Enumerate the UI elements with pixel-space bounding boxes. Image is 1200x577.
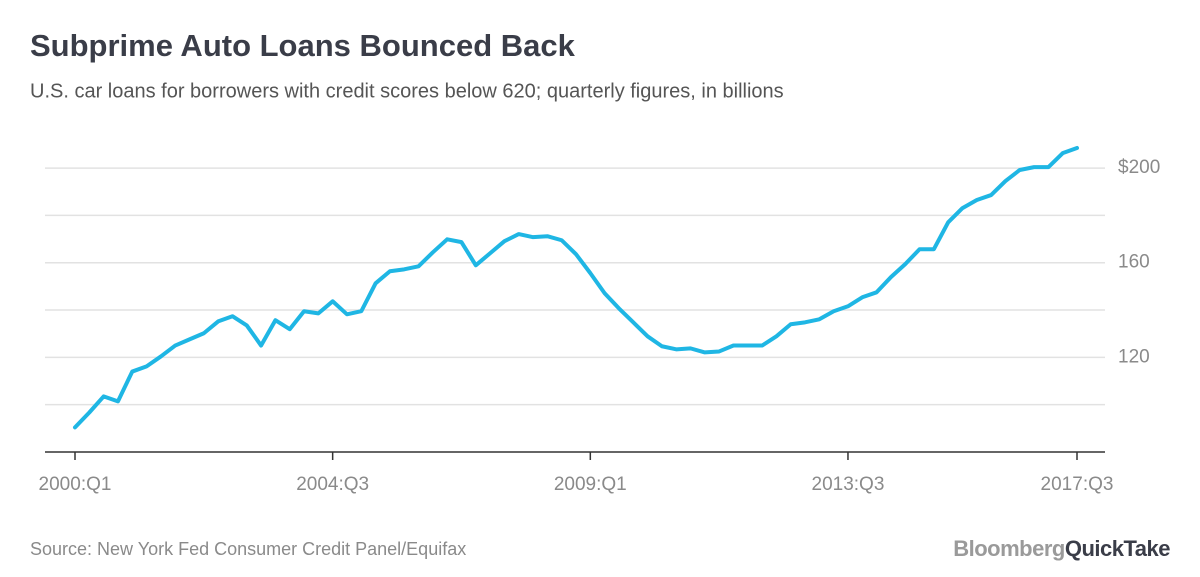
x-tick-label: 2013:Q3 [812, 474, 885, 495]
x-tick-label: 2009:Q1 [554, 474, 627, 495]
x-tick-label: 2000:Q1 [39, 474, 112, 495]
x-tick-label: 2004:Q3 [296, 474, 369, 495]
logo-left: Bloomberg [953, 536, 1065, 561]
logo-right: QuickTake [1065, 536, 1170, 561]
x-tick-label: 2017:Q3 [1041, 474, 1114, 495]
data-line [73, 145, 1079, 430]
source: Source: New York Fed Consumer Credit Pan… [30, 539, 466, 559]
y-tick-label: 160 [1118, 252, 1150, 273]
y-tick-label: 120 [1118, 346, 1150, 367]
chart-subtitle: U.S. car loans for borrowers with credit… [30, 80, 784, 102]
y-tick-label: $200 [1118, 157, 1160, 178]
chart-title: Subprime Auto Loans Bounced Back [30, 28, 576, 63]
logo: BloombergQuickTake [953, 536, 1170, 561]
